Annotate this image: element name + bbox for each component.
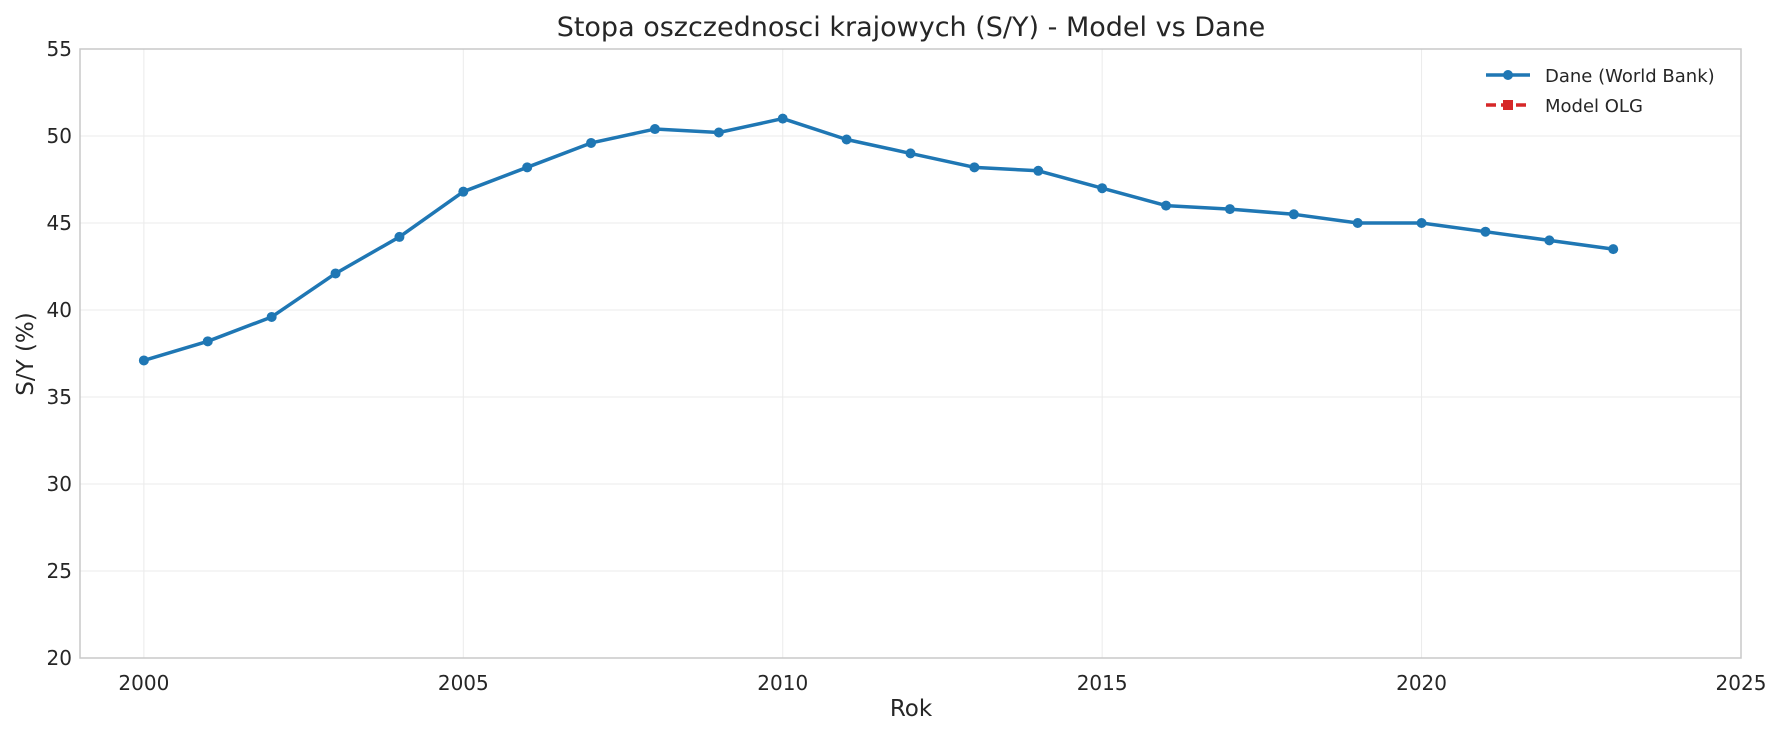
y-tick-label: 40 — [47, 298, 72, 322]
y-tick-label: 45 — [47, 211, 72, 235]
y-axis-title: S/Y (%) — [13, 312, 39, 396]
data-point — [1033, 165, 1044, 176]
y-tick-label: 30 — [47, 472, 72, 496]
data-point — [1480, 226, 1491, 237]
data-point — [1352, 218, 1363, 228]
data-point — [1161, 200, 1172, 211]
data-point — [1288, 209, 1299, 220]
data-point — [330, 268, 341, 279]
data-point — [841, 134, 852, 145]
data-point — [1224, 204, 1235, 215]
x-tick-label: 2020 — [1396, 671, 1447, 695]
data-point — [777, 113, 788, 124]
data-point — [394, 231, 405, 242]
data-point — [202, 336, 213, 347]
data-point — [586, 137, 597, 148]
data-point — [649, 124, 660, 135]
series-layer — [138, 113, 1619, 366]
data-point — [969, 162, 980, 173]
data-point — [905, 148, 916, 159]
legend-marker-model — [1503, 100, 1513, 110]
data-point — [266, 311, 277, 322]
y-tick-label: 50 — [47, 124, 72, 148]
legend: Dane (World Bank) Model OLG — [1486, 66, 1715, 117]
chart-title: Stopa oszczednosci krajowych (S/Y) - Mod… — [557, 12, 1266, 43]
legend-label-dane: Dane (World Bank) — [1545, 66, 1715, 87]
legend-label-model: Model OLG — [1545, 96, 1643, 117]
data-point — [1416, 218, 1427, 228]
x-tick-label: 2000 — [118, 671, 169, 695]
data-point — [1608, 244, 1619, 255]
data-point — [713, 127, 724, 138]
series-line-0 — [142, 116, 1615, 363]
data-point — [138, 355, 149, 366]
x-tick-label: 2025 — [1716, 671, 1767, 695]
y-tick-label: 55 — [47, 37, 72, 61]
data-point — [522, 162, 533, 173]
y-tick-label: 35 — [47, 385, 72, 409]
y-tick-label: 20 — [47, 646, 72, 670]
data-point — [1544, 235, 1555, 246]
x-tick-label: 2005 — [438, 671, 489, 695]
x-axis-ticks: 2000 2005 2010 2015 2020 2025 — [118, 671, 1766, 695]
x-tick-label: 2010 — [757, 671, 808, 695]
x-axis-title: Rok — [890, 696, 933, 722]
data-point — [458, 186, 469, 197]
y-axis-ticks: 20 25 30 35 40 45 50 55 — [47, 37, 72, 670]
y-tick-label: 25 — [47, 559, 72, 583]
legend-marker-dane — [1503, 70, 1513, 80]
x-tick-label: 2015 — [1077, 671, 1128, 695]
data-point — [1097, 183, 1108, 194]
plot-area-frame — [79, 48, 1742, 659]
